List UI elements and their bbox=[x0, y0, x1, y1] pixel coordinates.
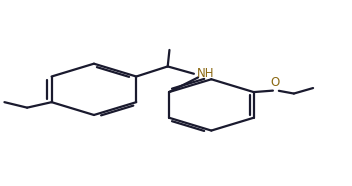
Text: NH: NH bbox=[197, 67, 214, 80]
Text: O: O bbox=[270, 76, 279, 89]
